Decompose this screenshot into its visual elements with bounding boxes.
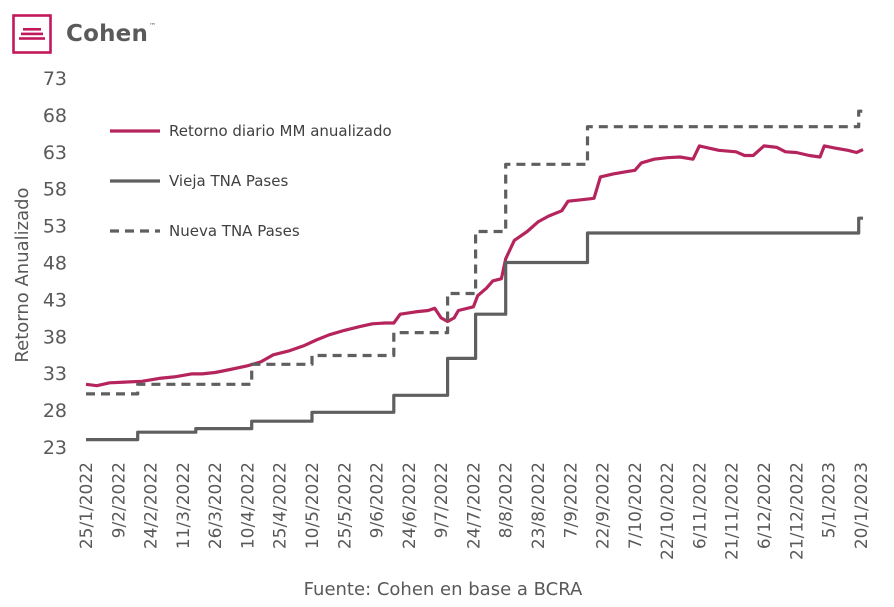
legend-label: Retorno diario MM anualizado xyxy=(169,122,392,140)
x-tick-label: 7/10/2022 xyxy=(626,462,646,549)
y-tick-label: 63 xyxy=(43,142,67,164)
y-axis-title: Retorno Anualizado xyxy=(12,187,33,362)
x-tick-label: 25/4/2022 xyxy=(271,462,291,549)
legend-label: Nueva TNA Pases xyxy=(169,222,300,240)
series-lines xyxy=(85,109,864,442)
y-tick-label: 43 xyxy=(43,289,67,311)
x-tick-label: 25/5/2022 xyxy=(335,462,355,549)
x-tick-label: 20/1/2023 xyxy=(852,462,872,549)
x-tick-label: 5/1/2023 xyxy=(820,462,840,538)
x-tick-label: 7/9/2022 xyxy=(561,462,581,538)
y-axis-ticks: 23 28 33 38 43 48 53 58 63 68 73 xyxy=(43,68,67,459)
x-tick-label: 9/7/2022 xyxy=(432,462,452,538)
x-tick-label: 9/2/2022 xyxy=(109,462,129,538)
source-note: Fuente: Cohen en base a BCRA xyxy=(304,579,583,600)
x-tick-label: 25/1/2022 xyxy=(77,462,97,549)
x-tick-label: 6/11/2022 xyxy=(690,462,710,549)
x-tick-label: 23/8/2022 xyxy=(529,462,549,549)
cohen-logo-icon xyxy=(12,14,52,54)
x-tick-label: 11/3/2022 xyxy=(174,462,194,549)
x-axis-ticks: 25/1/2022 9/2/2022 24/2/2022 11/3/2022 26/3/… xyxy=(77,462,872,560)
y-tick-label: 73 xyxy=(43,68,67,90)
x-tick-label: 21/11/2022 xyxy=(723,462,743,560)
y-tick-label: 33 xyxy=(43,363,67,385)
legend: Retorno diario MM anualizado Vieja TNA Pa… xyxy=(110,122,392,240)
x-tick-label: 9/6/2022 xyxy=(368,462,388,538)
x-tick-label: 26/3/2022 xyxy=(206,462,226,549)
x-tick-label: 22/10/2022 xyxy=(658,462,678,560)
x-tick-label: 8/8/2022 xyxy=(497,462,517,538)
x-tick-label: 24/2/2022 xyxy=(142,462,162,549)
trademark-symbol: ™ xyxy=(149,22,157,30)
y-tick-label: 38 xyxy=(43,326,67,348)
brand-logo: Cohen ™ xyxy=(12,14,156,54)
y-tick-label: 58 xyxy=(43,179,67,201)
x-tick-label: 24/6/2022 xyxy=(400,462,420,549)
series-line-3 xyxy=(86,109,863,396)
y-tick-label: 48 xyxy=(43,253,67,275)
x-tick-label: 10/4/2022 xyxy=(238,462,258,549)
x-tick-label: 24/7/2022 xyxy=(464,462,484,549)
x-tick-label: 22/9/2022 xyxy=(594,462,614,549)
series-line-2 xyxy=(86,216,863,442)
x-tick-label: 10/5/2022 xyxy=(303,462,323,549)
x-tick-label: 21/12/2022 xyxy=(787,462,807,560)
brand-name: Cohen xyxy=(66,21,149,47)
y-tick-label: 28 xyxy=(43,400,67,422)
y-tick-label: 68 xyxy=(43,105,67,127)
legend-label: Vieja TNA Pases xyxy=(169,172,288,190)
y-tick-label: 23 xyxy=(43,437,67,459)
y-tick-label: 53 xyxy=(43,216,67,238)
x-tick-label: 6/12/2022 xyxy=(755,462,775,549)
